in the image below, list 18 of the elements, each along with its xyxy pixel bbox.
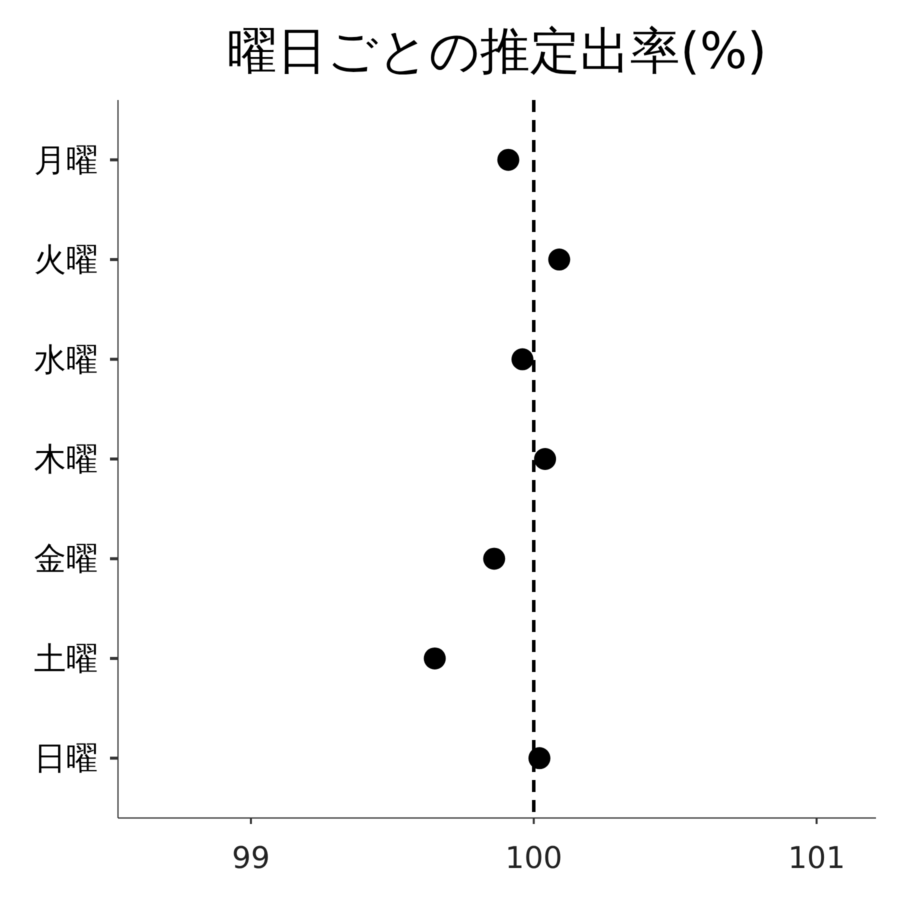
- chart-title: 曜日ごとの推定出率(%): [227, 22, 767, 80]
- x-tick-label: 99: [232, 841, 270, 876]
- y-tick-label: 水曜: [34, 340, 98, 378]
- y-tick-label: 月曜: [34, 140, 98, 179]
- y-tick-label: 金曜: [34, 540, 98, 578]
- y-tick-label: 日曜: [34, 739, 98, 778]
- x-tick-label: 100: [505, 841, 562, 876]
- point: [534, 448, 556, 470]
- point: [497, 148, 520, 171]
- y-tick-label: 土曜: [34, 639, 98, 678]
- y-tick-label: 木曜: [34, 440, 98, 478]
- point: [548, 248, 570, 271]
- point: [424, 647, 446, 670]
- point: [528, 747, 550, 770]
- point: [483, 548, 506, 570]
- point: [511, 348, 534, 370]
- x-tick-label: 101: [788, 841, 846, 876]
- y-tick-label: 火曜: [34, 240, 98, 279]
